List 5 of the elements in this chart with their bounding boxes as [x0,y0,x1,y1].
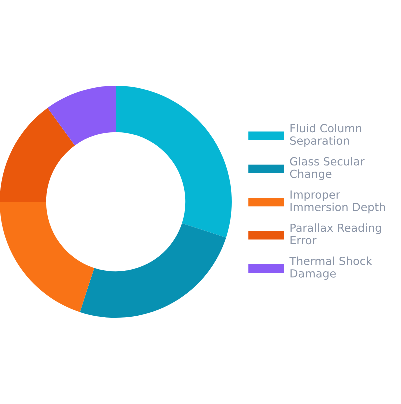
legend-label: Improper Immersion Depth [290,190,386,214]
legend-label: Parallax Reading Error [290,224,382,245]
legend-label: Glass Secular Change [290,157,365,180]
legend-label: Thermal Shock Damage [290,256,372,280]
legend-label: Fluid Column Separation [290,124,362,148]
